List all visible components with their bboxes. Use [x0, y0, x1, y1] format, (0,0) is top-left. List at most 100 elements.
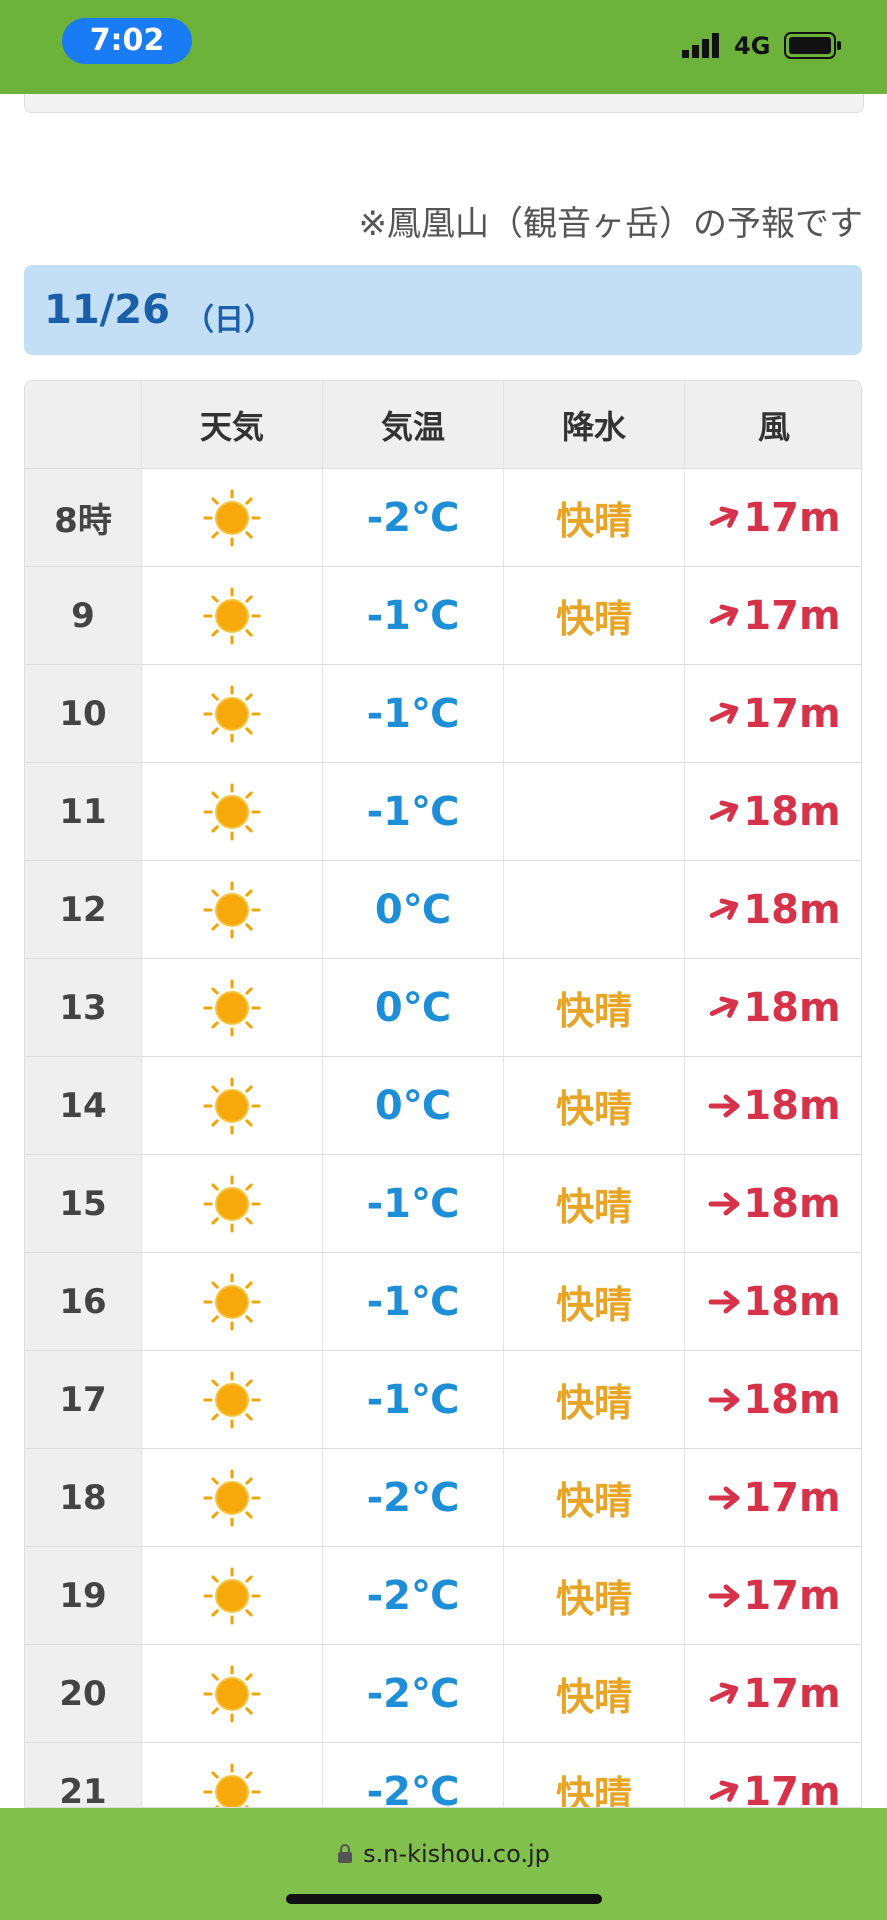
- precipitation: 快晴: [504, 1547, 685, 1644]
- wind: 17m: [685, 1547, 861, 1644]
- wind: 18m: [685, 959, 861, 1056]
- temperature: -1℃: [323, 567, 504, 664]
- sun-icon: [203, 489, 261, 546]
- url-text: s.n-kishou.co.jp: [363, 1840, 550, 1868]
- sun-icon: [203, 1665, 261, 1722]
- temperature: -1℃: [323, 1351, 504, 1448]
- sun-icon: [203, 1469, 261, 1526]
- header-cell: 気温: [323, 381, 504, 468]
- wind: 17m: [685, 1743, 861, 1808]
- wind-speed: 17m: [743, 494, 841, 541]
- wind-speed: 18m: [743, 1376, 841, 1423]
- wind-arrow: [708, 1486, 740, 1509]
- weather: [142, 567, 323, 664]
- hour: 8時: [25, 469, 142, 566]
- weather: [142, 1645, 323, 1742]
- weather: [142, 959, 323, 1056]
- hour: 12: [25, 861, 142, 958]
- weather: [142, 861, 323, 958]
- table-row: 10 -1℃ 17m: [25, 665, 861, 763]
- sun-icon: [203, 1763, 261, 1807]
- header-cell: 降水: [504, 381, 685, 468]
- browser-bar[interactable]: s.n-kishou.co.jp: [0, 1808, 887, 1920]
- sun-icon: [203, 1567, 261, 1624]
- temperature: 0℃: [323, 959, 504, 1056]
- network: 4G: [734, 32, 771, 60]
- wind-arrow: [710, 1681, 739, 1704]
- weather: [142, 469, 323, 566]
- wind-arrow: [710, 603, 739, 626]
- url[interactable]: s.n-kishou.co.jp: [0, 1840, 887, 1868]
- wind-speed: 18m: [743, 1180, 841, 1227]
- temperature: 0℃: [323, 861, 504, 958]
- precipitation: 快晴: [504, 567, 685, 664]
- hour: 14: [25, 1057, 142, 1154]
- header-cell: 天気: [142, 381, 323, 468]
- hour: 16: [25, 1253, 142, 1350]
- wind-arrow: [710, 701, 739, 724]
- table-row: 18 -2℃ 快晴 17m: [25, 1449, 861, 1547]
- wind: 18m: [685, 1253, 861, 1350]
- wind: 17m: [685, 665, 861, 762]
- header-cell: [25, 381, 142, 468]
- wind-speed: 17m: [743, 592, 841, 639]
- temperature: -2℃: [323, 1449, 504, 1546]
- wind-arrow: [710, 897, 739, 920]
- lock-icon: [338, 1844, 353, 1863]
- sun-icon: [203, 1273, 261, 1330]
- hour: 18: [25, 1449, 142, 1546]
- wind-speed: 18m: [743, 1082, 841, 1129]
- clock: 7:02: [62, 18, 192, 64]
- hour: 10: [25, 665, 142, 762]
- wind-arrow: [708, 1094, 740, 1117]
- wind-speed: 17m: [743, 1572, 841, 1619]
- table-row: 14 0℃ 快晴 18m: [25, 1057, 861, 1155]
- hour: 19: [25, 1547, 142, 1644]
- sun-icon: [203, 587, 261, 644]
- precipitation: 快晴: [504, 1057, 685, 1154]
- temperature: -1℃: [323, 763, 504, 860]
- table-row: 13 0℃ 快晴 18m: [25, 959, 861, 1057]
- table-row: 20 -2℃ 快晴 17m: [25, 1645, 861, 1743]
- temperature: -1℃: [323, 1155, 504, 1252]
- header-cell: 風: [685, 381, 861, 468]
- temperature: -2℃: [323, 1645, 504, 1742]
- sun-icon: [203, 685, 261, 742]
- sun-icon: [203, 881, 261, 938]
- table-row: 17 -1℃ 快晴 18m: [25, 1351, 861, 1449]
- temperature: -1℃: [323, 1253, 504, 1350]
- wind-speed: 18m: [743, 1278, 841, 1325]
- hour: 9: [25, 567, 142, 664]
- table-row: 19 -2℃ 快晴 17m: [25, 1547, 861, 1645]
- weather: [142, 1253, 323, 1350]
- hour: 21: [25, 1743, 142, 1807]
- wind: 17m: [685, 469, 861, 566]
- precipitation: 快晴: [504, 1253, 685, 1350]
- wind: 17m: [685, 1449, 861, 1546]
- hour: 13: [25, 959, 142, 1056]
- table-row: 12 0℃ 18m: [25, 861, 861, 959]
- wind-speed: 17m: [743, 1768, 841, 1808]
- table-row: 8時 -2℃ 快晴 17m: [25, 469, 861, 567]
- wind-speed: 18m: [743, 984, 841, 1031]
- table-row: 11 -1℃ 18m: [25, 763, 861, 861]
- precipitation: [504, 763, 685, 860]
- wind-arrow: [708, 1584, 740, 1607]
- weather: [142, 1449, 323, 1546]
- table-row: 15 -1℃ 快晴 18m: [25, 1155, 861, 1253]
- table-row: 16 -1℃ 快晴 18m: [25, 1253, 861, 1351]
- wind: 18m: [685, 861, 861, 958]
- temperature: -1℃: [323, 665, 504, 762]
- temperature: -2℃: [323, 1547, 504, 1644]
- weekday: （日）: [184, 303, 274, 338]
- wind-arrow: [710, 799, 739, 822]
- wind: 17m: [685, 567, 861, 664]
- wind-speed: 18m: [743, 886, 841, 933]
- wind-arrow: [710, 505, 739, 528]
- table-row: 21 -2℃ 快晴 17m: [25, 1743, 861, 1808]
- wind-arrow: [710, 995, 739, 1018]
- temperature: 0℃: [323, 1057, 504, 1154]
- wind-arrow: [708, 1290, 740, 1313]
- weather: [142, 1155, 323, 1252]
